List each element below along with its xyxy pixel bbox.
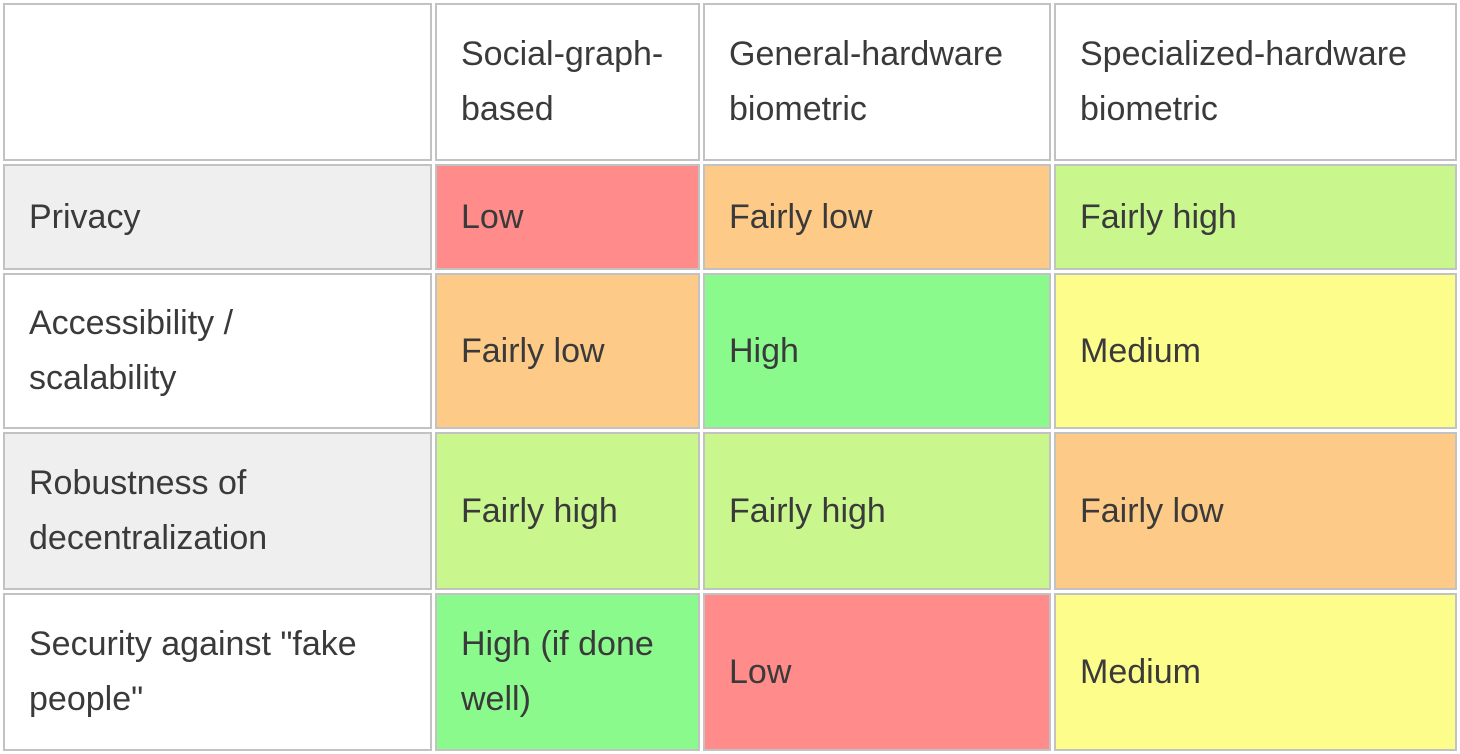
row-header-security-against-fake-people: Security against "fake people"	[3, 593, 432, 751]
value-cell: Low	[703, 593, 1051, 751]
value-cell: Fairly high	[435, 432, 700, 590]
row-header-privacy: Privacy	[3, 164, 432, 270]
value-cell: Fairly high	[1054, 164, 1457, 270]
column-header-social-graph-based: Social-graph-based	[435, 3, 700, 161]
value-cell: Medium	[1054, 593, 1457, 751]
value-cell: High (if done well)	[435, 593, 700, 751]
table-row-accessibility-scalability: Accessibility / scalability Fairly low H…	[3, 273, 1457, 429]
value-cell: Fairly low	[703, 164, 1051, 270]
value-cell: High	[703, 273, 1051, 429]
row-header-robustness-of-decentralization: Robustness of decentralization	[3, 432, 432, 590]
column-header-specialized-hardware-biometric: Specialized-hardware biometric	[1054, 3, 1457, 161]
row-header-accessibility-scalability: Accessibility / scalability	[3, 273, 432, 429]
value-cell: Low	[435, 164, 700, 270]
corner-cell	[3, 3, 432, 161]
table-row-privacy: Privacy Low Fairly low Fairly high	[3, 164, 1457, 270]
column-header-general-hardware-biometric: General-hardware biometric	[703, 3, 1051, 161]
value-cell: Fairly low	[1054, 432, 1457, 590]
value-cell: Medium	[1054, 273, 1457, 429]
table-row-security-against-fake-people: Security against "fake people" High (if …	[3, 593, 1457, 751]
header-row: Social-graph-based General-hardware biom…	[3, 3, 1457, 161]
value-cell: Fairly high	[703, 432, 1051, 590]
table-row-robustness-of-decentralization: Robustness of decentralization Fairly hi…	[3, 432, 1457, 590]
value-cell: Fairly low	[435, 273, 700, 429]
